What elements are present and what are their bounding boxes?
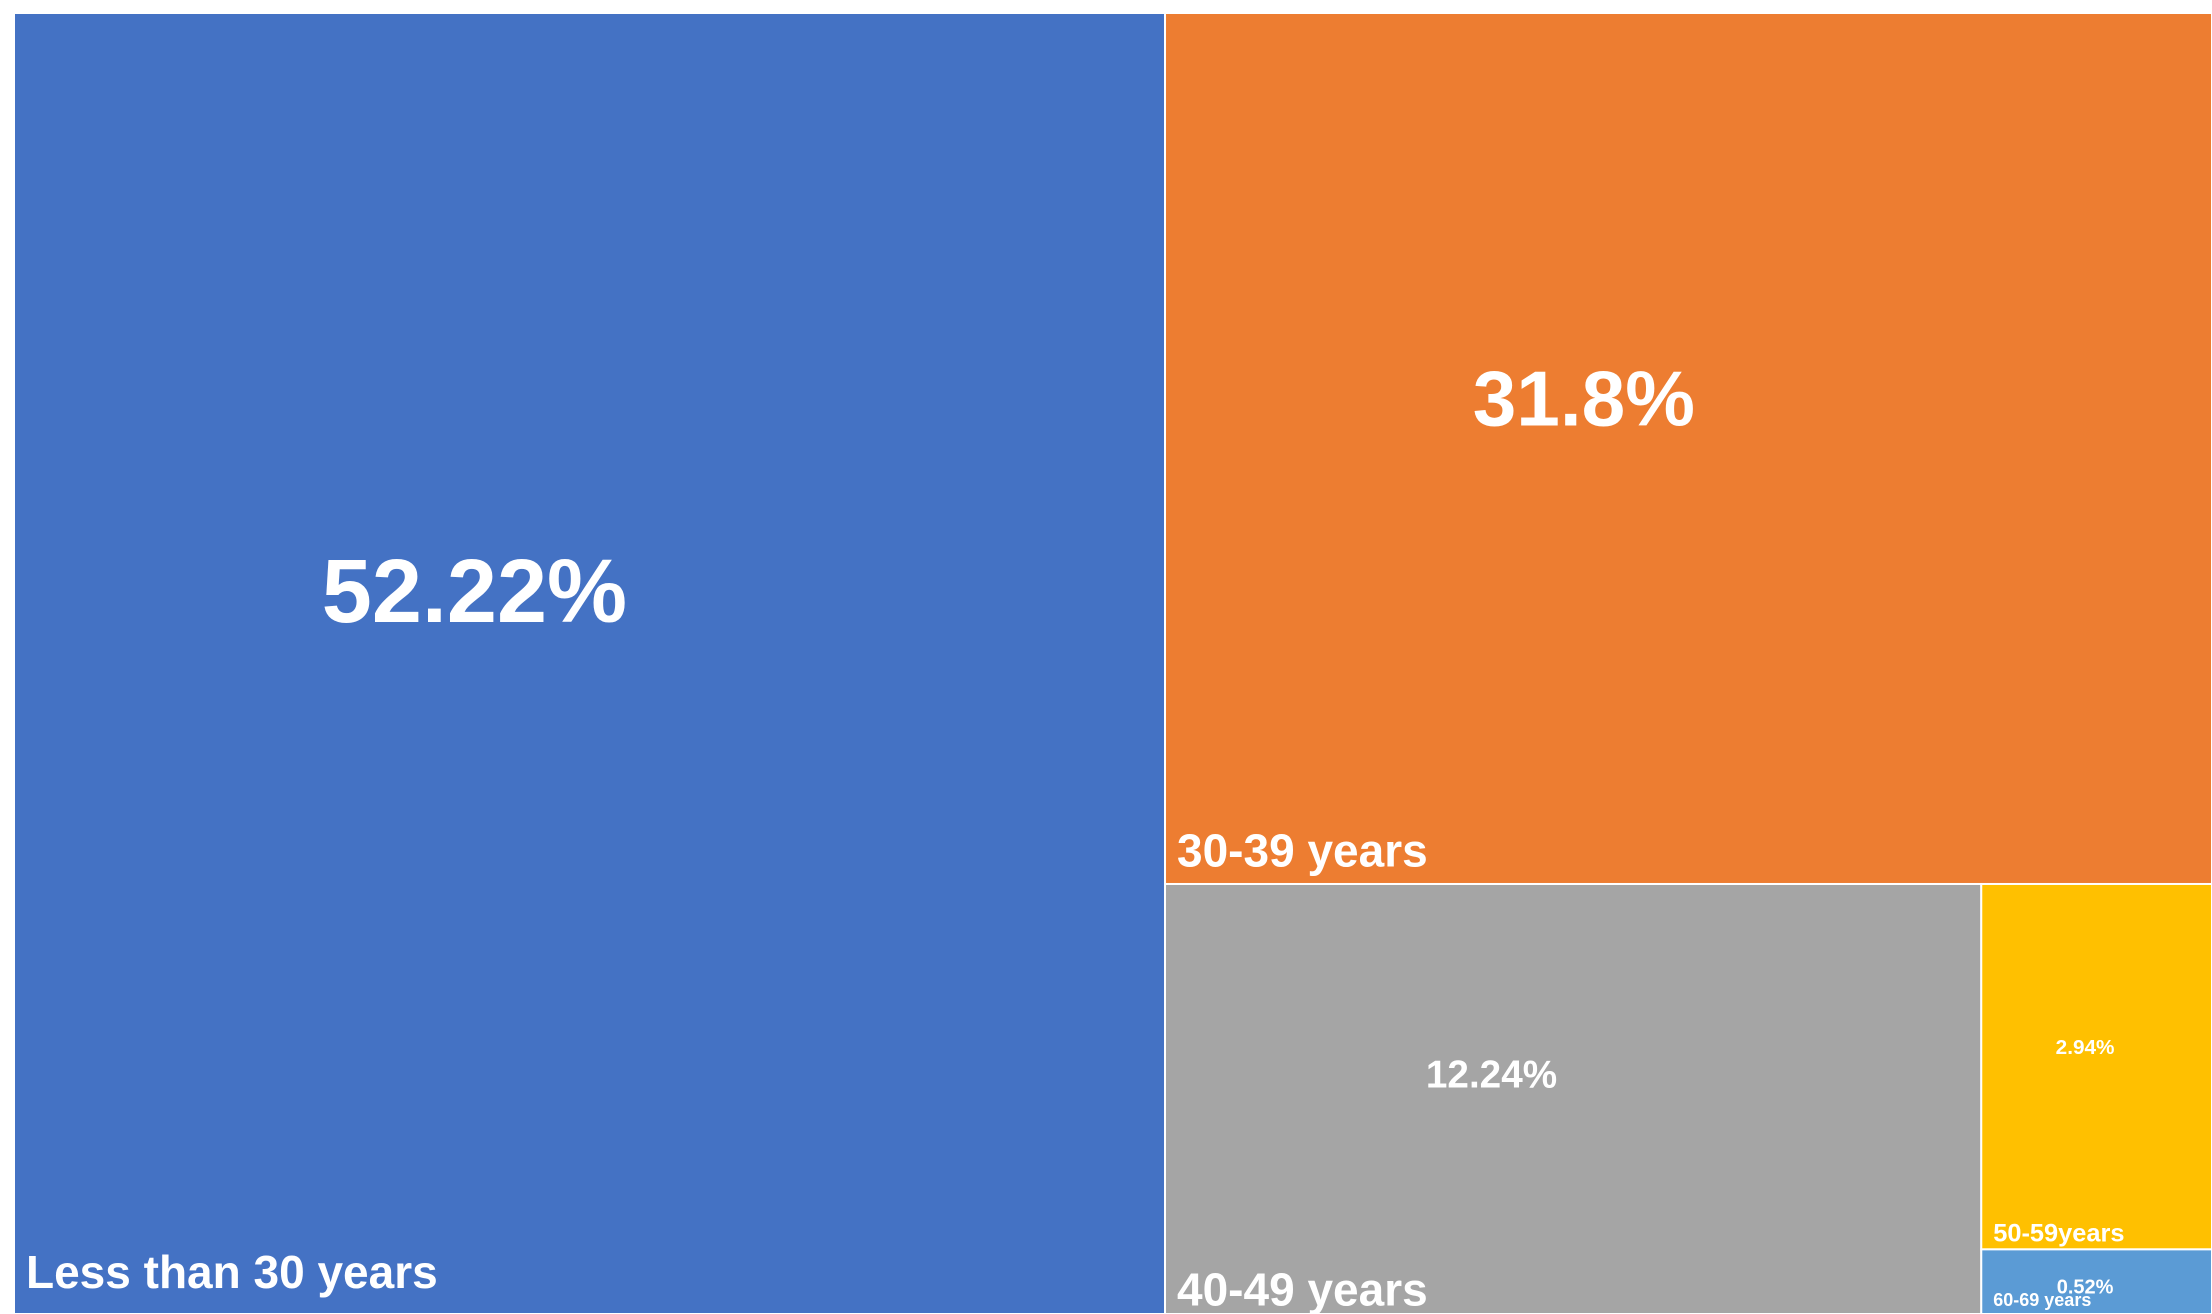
value-label: 52.22% <box>322 542 627 642</box>
tile <box>1164 12 2212 885</box>
category-label: Less than 30 years <box>26 1246 438 1298</box>
category-label: 40-49 years <box>1177 1263 1428 1314</box>
tile <box>1980 1248 2212 1314</box>
value-label: 12.24% <box>1426 1054 1557 1097</box>
tile <box>13 12 1167 1314</box>
value-label: 2.94% <box>2056 1036 2115 1059</box>
tile <box>1164 882 1983 1314</box>
category-label: 30-39 years <box>1177 825 1428 877</box>
value-label: 31.8% <box>1473 355 1695 443</box>
tile <box>1980 882 2212 1251</box>
category-label: 50-59years <box>1993 1219 2124 1247</box>
category-label: 60-69 years <box>1993 1290 2091 1310</box>
value-label: 0.52% <box>2057 1276 2114 1298</box>
